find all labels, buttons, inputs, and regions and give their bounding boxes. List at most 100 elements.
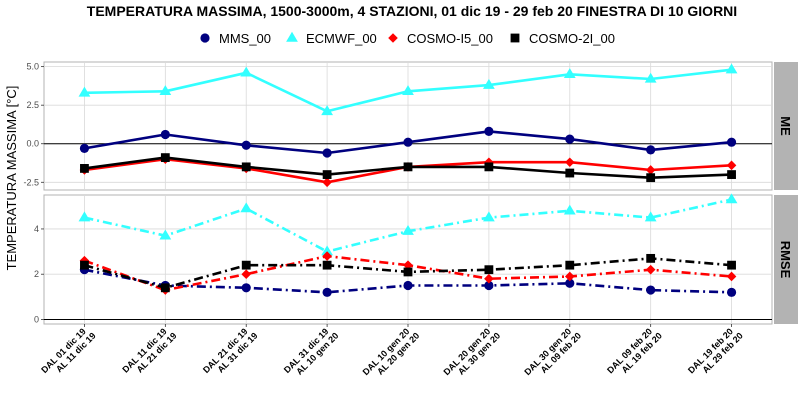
legend-label-cosmo-i5-00: COSMO-I5_00 [407,31,493,46]
data-point-cosmo-2i-00 [160,283,170,293]
series-mms-00-me [79,126,737,158]
panels: -2.5 0.0 2.5 5.0 ME 0 2 4 RMSE [23,61,798,325]
data-point-mms-00 [726,137,737,147]
data-point-ecmwf-00 [402,225,414,235]
data-point-mms-00 [565,134,575,144]
y-tick-label: 0 [34,314,39,324]
data-point-ecmwf-00 [240,66,253,77]
data-point-cosmo-i5-00 [645,165,656,175]
data-point-mms-00 [484,280,494,291]
y-axis-label: TEMPERATURA MASSIMA [°C] [4,86,19,271]
x-tick-label: DAL 31 dic 19AL 10 gen 20 [282,324,341,383]
y-tick-label: 5.0 [26,62,39,72]
data-point-ecmwf-00 [725,63,738,74]
data-point-ecmwf-00 [402,85,414,96]
legend: MMS_00 ECMWF_00 COSMO-I5_00 COSMO-2I_00 [200,31,615,46]
data-point-mms-00 [322,148,332,158]
facet-strip-label: ME [778,116,793,136]
data-point-mms-00 [726,287,737,297]
y-tick-label: -2.5 [23,177,39,187]
data-point-cosmo-i5-00 [484,273,494,284]
data-point-mms-00 [484,126,494,136]
data-point-ecmwf-00 [159,229,172,240]
panel-rmse: 0 2 4 RMSE [34,193,798,325]
y-tick-label: 4 [34,224,39,234]
legend-label-mms-00: MMS_00 [219,31,271,46]
data-point-cosmo-2i-00 [322,260,332,270]
legend-marker-mms-00 [200,33,210,43]
x-tick-label: DAL 10 gen 20AL 20 gen 20 [361,324,422,385]
chart-title: TEMPERATURA MASSIMA, 1500-3000m, 4 STAZI… [87,3,737,19]
data-point-mms-00 [403,280,413,291]
data-point-ecmwf-00 [482,211,495,222]
data-point-cosmo-2i-00 [241,260,251,270]
data-point-mms-00 [79,143,90,153]
legend-label-cosmo-2i-00: COSMO-2I_00 [529,31,615,46]
data-point-mms-00 [646,285,656,295]
data-point-cosmo-2i-00 [80,164,89,173]
data-point-mms-00 [322,287,332,297]
data-point-mms-00 [403,137,413,147]
legend-item-mms-00: MMS_00 [200,31,271,46]
legend-item-ecmwf-00: ECMWF_00 [286,31,377,46]
data-point-cosmo-2i-00 [484,265,494,275]
facet-strip-background [774,195,798,324]
data-point-cosmo-i5-00 [726,271,737,282]
data-point-cosmo-i5-00 [726,160,737,171]
data-point-cosmo-2i-00 [403,267,413,277]
data-point-ecmwf-00 [78,211,91,222]
data-point-cosmo-2i-00 [403,162,413,172]
data-point-cosmo-i5-00 [241,269,252,280]
data-point-cosmo-2i-00 [160,153,170,163]
data-point-mms-00 [241,140,251,150]
facet-strip-me: ME [774,62,798,190]
data-point-ecmwf-00 [644,72,657,83]
data-point-mms-00 [565,278,575,288]
series-cosmo-2i-00-rmse [80,253,736,293]
data-point-mms-00 [646,145,656,155]
facet-strip-background [774,62,798,190]
data-point-ecmwf-00 [321,245,334,256]
x-tick-label: DAL 30 gen 20AL 09 feb 20 [522,324,583,385]
data-point-cosmo-i5-00 [564,157,575,168]
data-point-cosmo-2i-00 [484,162,494,172]
facet-strip-label: RMSE [778,241,793,279]
legend-marker-ecmwf-00 [286,31,298,42]
x-axis: DAL 01 dic 19AL 11 dic 19 DAL 11 dic 19AL… [39,324,745,385]
y-tick-label: 2 [34,269,39,279]
data-point-cosmo-2i-00 [565,260,575,270]
data-point-cosmo-2i-00 [646,173,656,183]
y-tick-label: 0.0 [26,139,39,149]
x-tick-label: DAL 21 dic 19AL 31 dic 19 [201,324,260,383]
legend-item-cosmo-i5-00: COSMO-I5_00 [388,31,493,46]
data-point-ecmwf-00 [240,202,253,213]
data-point-cosmo-i5-00 [564,271,575,282]
data-point-cosmo-i5-00 [322,177,332,188]
x-tick-label: DAL 20 gen 20AL 30 gen 20 [441,324,502,385]
series-cosmo-2i-00-me [80,153,736,183]
data-point-ecmwf-00 [725,193,738,204]
data-point-cosmo-i5-00 [645,264,656,275]
series-ecmwf-00-me [78,63,738,116]
series-ecmwf-00-rmse [78,193,738,256]
facet-strip-rmse: RMSE [774,195,798,324]
x-tick-label: DAL 01 dic 19AL 11 dic 19 [39,324,98,383]
legend-marker-cosmo-2i-00 [510,33,520,43]
data-point-cosmo-2i-00 [727,260,736,270]
data-point-ecmwf-00 [563,204,576,215]
data-point-mms-00 [241,283,251,293]
x-tick-label: DAL 11 dic 19AL 21 dic 19 [120,324,178,382]
x-tick-label: DAL 09 feb 20AL 19 feb 20 [605,324,664,383]
data-point-cosmo-2i-00 [646,253,656,263]
data-point-mms-00 [160,129,170,140]
data-point-ecmwf-00 [644,211,657,222]
data-point-ecmwf-00 [159,85,172,96]
data-point-cosmo-i5-00 [322,251,332,261]
data-point-ecmwf-00 [78,86,91,97]
panel-me: -2.5 0.0 2.5 5.0 ME [23,61,798,191]
data-point-cosmo-2i-00 [727,170,736,179]
data-point-cosmo-2i-00 [241,162,251,172]
legend-item-cosmo-2i-00: COSMO-2I_00 [510,31,615,46]
data-point-ecmwf-00 [482,78,495,89]
